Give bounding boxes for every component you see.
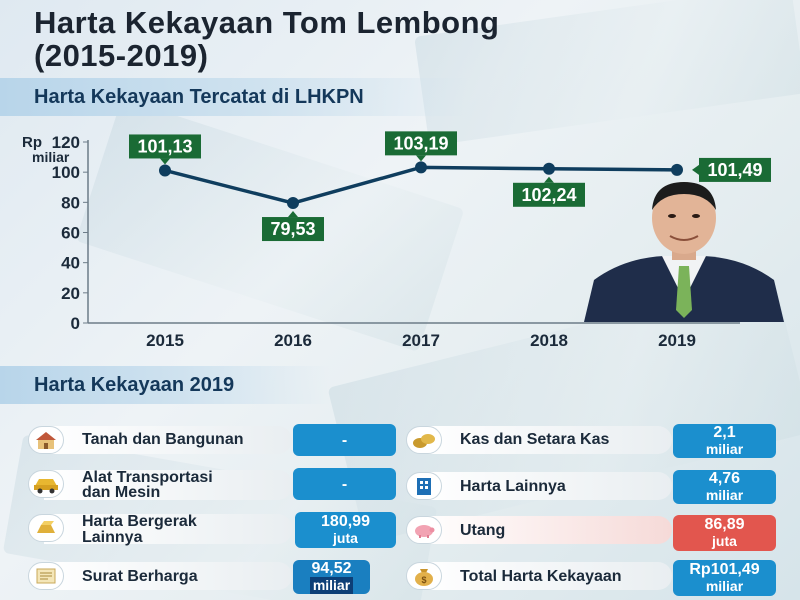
y-axis-label-line2: miliar bbox=[32, 149, 70, 165]
data-label: 101,13 bbox=[129, 134, 201, 165]
item-value: - bbox=[341, 475, 348, 493]
y-tick-label: 100 bbox=[52, 163, 80, 182]
item-label: Total Harta Kekayaan bbox=[460, 568, 622, 585]
svg-text:$: $ bbox=[421, 575, 426, 585]
page-title-line2: (2015-2019) bbox=[34, 38, 209, 73]
y-tick-label: 20 bbox=[61, 284, 80, 303]
page-title-line1: Harta Kekayaan Tom Lembong bbox=[34, 5, 500, 40]
row-bg bbox=[420, 472, 672, 500]
item-value-box: 94,52 miliar bbox=[293, 560, 370, 594]
item-value: 2,1 bbox=[713, 424, 736, 441]
house-icon bbox=[28, 426, 64, 454]
data-label-box bbox=[385, 131, 457, 156]
item-value-box: 4,76 miliar bbox=[673, 470, 776, 504]
row-bg bbox=[420, 426, 672, 454]
item-label-line1: Harta Bergerak bbox=[82, 513, 197, 530]
car-icon bbox=[28, 470, 64, 498]
item-unit: juta bbox=[712, 533, 737, 549]
item-label: Tanah dan Bangunan bbox=[82, 431, 244, 448]
gold-bar-icon bbox=[28, 514, 64, 542]
data-label-pointer bbox=[416, 155, 426, 162]
data-label-text: 102,24 bbox=[521, 185, 576, 205]
money-bag-icon: $ bbox=[406, 562, 442, 590]
item-value-box: 2,1 miliar bbox=[673, 424, 776, 458]
list-section-title: Harta Kekayaan 2019 bbox=[34, 374, 235, 396]
item-value-box: 180,99 juta bbox=[295, 512, 396, 548]
item-value-box: Rp101,49 miliar bbox=[673, 560, 776, 596]
line-chart: Rp miliar 0 20 40 60 80 100 120 2015 2016 2017 20… bbox=[22, 131, 771, 350]
item-value: 4,76 bbox=[708, 470, 741, 487]
item-unit: miliar bbox=[705, 487, 744, 503]
item-unit: juta bbox=[333, 530, 358, 546]
data-label-text: 101,49 bbox=[707, 160, 762, 180]
data-label-pointer bbox=[692, 164, 699, 175]
x-tick-label: 2019 bbox=[658, 331, 696, 350]
y-axis-label-line1: Rp bbox=[22, 134, 42, 151]
y-tick-label: 120 bbox=[52, 133, 80, 152]
item-value: 86,89 bbox=[704, 516, 745, 533]
item-label-line2: Lainnya bbox=[82, 529, 143, 546]
chart-section-header bbox=[0, 78, 470, 116]
building-icon bbox=[406, 472, 442, 500]
item-unit: miliar bbox=[309, 577, 354, 594]
x-tick-label: 2017 bbox=[402, 331, 440, 350]
row-bg bbox=[44, 470, 292, 500]
row-bg bbox=[44, 562, 292, 590]
data-label-box bbox=[513, 182, 585, 207]
y-tick-label: 80 bbox=[61, 193, 80, 212]
x-tick-label: 2015 bbox=[146, 331, 184, 350]
data-point bbox=[159, 164, 171, 177]
row-bg bbox=[44, 514, 292, 544]
page-title: Harta Kekayaan Tom Lembong (2015-2019) bbox=[34, 6, 499, 72]
data-point bbox=[671, 163, 683, 176]
data-point bbox=[543, 162, 555, 175]
item-value-box: - bbox=[293, 424, 396, 456]
y-tick-label: 0 bbox=[71, 314, 80, 333]
item-label-line1: Alat Transportasi bbox=[82, 469, 213, 486]
item-value: - bbox=[341, 431, 348, 449]
data-label: 102,24 bbox=[513, 176, 585, 207]
data-point bbox=[287, 197, 299, 210]
data-label-text: 103,19 bbox=[393, 133, 448, 153]
document-icon bbox=[28, 562, 64, 590]
row-bg bbox=[44, 426, 292, 454]
data-label-text: 79,53 bbox=[270, 219, 315, 239]
item-value-box: - bbox=[293, 468, 396, 500]
item-label-line2: dan Mesin bbox=[82, 484, 161, 501]
item-label: Harta Lainnya bbox=[460, 478, 566, 495]
item-unit: miliar bbox=[705, 441, 744, 457]
data-label: 103,19 bbox=[385, 131, 457, 162]
item-unit: miliar bbox=[705, 578, 744, 594]
y-tick-label: 60 bbox=[61, 224, 80, 243]
item-label: Surat Berharga bbox=[82, 568, 198, 585]
data-label-box bbox=[262, 217, 324, 242]
item-label: Utang bbox=[460, 522, 506, 539]
data-point bbox=[415, 161, 427, 174]
list-section-header bbox=[0, 366, 330, 404]
data-label-pointer bbox=[288, 211, 298, 218]
x-tick-label: 2018 bbox=[530, 331, 568, 350]
item-value: 180,99 bbox=[321, 513, 370, 530]
item-value: Rp101,49 bbox=[689, 561, 760, 578]
portrait-photo bbox=[584, 180, 784, 322]
item-value: 94,52 bbox=[311, 560, 352, 577]
data-label: 101,49 bbox=[692, 157, 771, 182]
item-label: Kas dan Setara Kas bbox=[460, 431, 610, 448]
piggy-bank-icon bbox=[406, 516, 442, 544]
data-label-text: 101,13 bbox=[137, 136, 192, 156]
data-label-box bbox=[699, 157, 771, 182]
row-bg bbox=[420, 516, 672, 544]
data-label-box bbox=[129, 134, 201, 159]
row-bg bbox=[420, 562, 672, 590]
data-label-pointer bbox=[544, 176, 554, 183]
y-tick-label: 40 bbox=[61, 254, 80, 273]
data-label-pointer bbox=[160, 158, 170, 165]
x-tick-label: 2016 bbox=[274, 331, 312, 350]
chart-section-title: Harta Kekayaan Tercatat di LHKPN bbox=[34, 86, 364, 108]
item-value-box: 86,89 juta bbox=[673, 515, 776, 551]
coins-icon bbox=[406, 426, 442, 454]
data-label: 79,53 bbox=[262, 211, 324, 242]
